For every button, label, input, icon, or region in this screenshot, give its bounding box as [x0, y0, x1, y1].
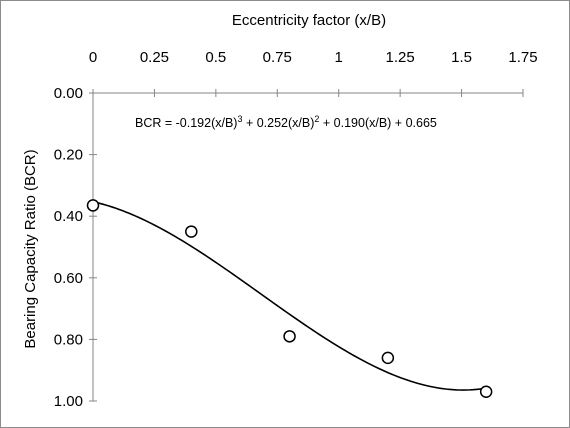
- x-tick-label: 0.75: [263, 49, 292, 66]
- y-tick-label: 1.00: [54, 393, 83, 410]
- x-tick-label: 1.25: [386, 49, 415, 66]
- data-points: [86, 199, 493, 399]
- data-point: [381, 351, 395, 365]
- y-tick-label: 0.00: [54, 85, 83, 102]
- equation-middle: + 0.252(x/B): [242, 116, 314, 130]
- y-tick-label: 0.80: [54, 331, 83, 348]
- equation-exponent-2: 2: [314, 114, 319, 124]
- x-tick-label: 0.25: [140, 49, 169, 66]
- x-tick-label: 1.75: [508, 49, 537, 66]
- y-tick-label: 0.40: [54, 208, 83, 225]
- equation-suffix: + 0.190(x/B) + 0.665: [319, 116, 436, 130]
- y-axis-title: Bearing Capacity Ratio (BCR): [22, 149, 39, 348]
- tick-labels: 0 0.25 0.5 0.75 1 1.25 1.5 1.75 0.00 0.20 0.40 0.60…: [54, 49, 538, 410]
- data-point: [479, 385, 493, 399]
- x-tick-label: 1.5: [451, 49, 472, 66]
- x-tick-label: 1: [335, 49, 343, 66]
- equation-prefix: BCR = -0.192(x/B): [135, 116, 237, 130]
- trendline-equation-label: BCR = -0.192(x/B)3 + 0.252(x/B)2 + 0.190…: [135, 114, 437, 130]
- equation-exponent-3: 3: [237, 114, 242, 124]
- x-tick-label: 0.5: [205, 49, 226, 66]
- y-tick-label: 0.60: [54, 270, 83, 287]
- y-tick-label: 0.20: [54, 147, 83, 164]
- x-tick-label: 0: [89, 49, 97, 66]
- data-point: [185, 225, 198, 238]
- polynomial-trendline: [92, 200, 487, 391]
- x-axis-title: Eccentricity factor (x/B): [232, 12, 386, 29]
- data-point: [283, 330, 296, 343]
- axes: [89, 89, 524, 402]
- data-point: [86, 199, 100, 212]
